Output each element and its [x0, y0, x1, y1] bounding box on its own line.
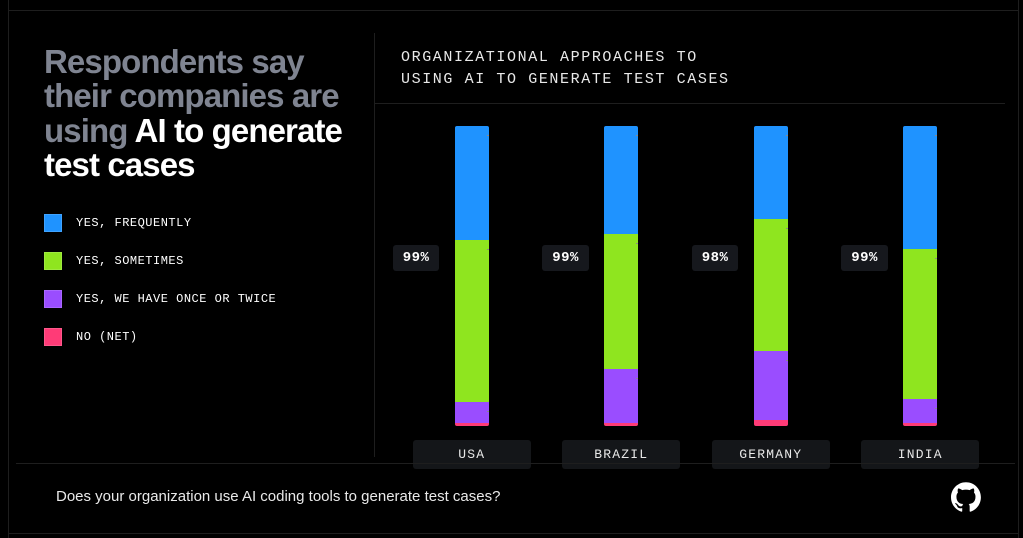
- frame: Respondents say their companies are usin…: [8, 10, 1019, 534]
- country-column: 99%41%50%8%1%INDIA: [850, 126, 990, 469]
- legend-item: YES, WE HAVE ONCE OR TWICE: [44, 290, 360, 308]
- legend-item: NO (NET): [44, 328, 360, 346]
- bar-segment: 36%: [604, 126, 638, 234]
- footer: Does your organization use AI coding too…: [16, 463, 1015, 529]
- headline: Respondents say their companies are usin…: [44, 45, 360, 182]
- legend-swatch: [44, 290, 62, 308]
- stacked-bar: 31%44%23%2%: [754, 126, 788, 426]
- legend-swatch: [44, 328, 62, 346]
- country-column: 99%38%54%7%1%USA: [402, 126, 542, 469]
- bar-wrap: 98%31%44%23%2%: [754, 126, 788, 426]
- legend-swatch: [44, 214, 62, 232]
- bar-segment: 45%: [604, 234, 638, 369]
- bar-segment: 44%: [754, 219, 788, 351]
- chart-title-line2: USING AI TO GENERATE TEST CASES: [401, 71, 730, 88]
- legend-item: YES, FREQUENTLY: [44, 214, 360, 232]
- stacked-bar: 41%50%8%1%: [903, 126, 937, 426]
- chart-title: ORGANIZATIONAL APPROACHES TO USING AI TO…: [375, 47, 1005, 104]
- country-column: 99%36%45%18%1%BRAZIL: [551, 126, 691, 469]
- left-panel: Respondents say their companies are usin…: [26, 33, 374, 457]
- footer-question: Does your organization use AI coding too…: [56, 488, 500, 505]
- legend-label: YES, SOMETIMES: [76, 254, 184, 268]
- country-column: 98%31%44%23%2%GERMANY: [701, 126, 841, 469]
- github-icon: [951, 482, 981, 512]
- total-badge: 98%: [692, 245, 739, 271]
- bar-wrap: 99%38%54%7%1%: [455, 126, 489, 426]
- legend-swatch: [44, 252, 62, 270]
- chart-area: 99%38%54%7%1%USA99%36%45%18%1%BRAZIL98%3…: [397, 104, 995, 477]
- bar-segment: 50%: [903, 249, 937, 399]
- bar-segment: 1%: [455, 423, 489, 426]
- total-badge: 99%: [393, 245, 440, 271]
- stacked-bar: 36%45%18%1%: [604, 126, 638, 426]
- bar-segment: 18%: [604, 369, 638, 423]
- chart-panel: ORGANIZATIONAL APPROACHES TO USING AI TO…: [374, 33, 1005, 457]
- legend-label: YES, FREQUENTLY: [76, 216, 192, 230]
- main-panel: Respondents say their companies are usin…: [26, 33, 1005, 457]
- bar-segment: 1%: [604, 423, 638, 426]
- bar-segment: 8%: [903, 399, 937, 423]
- bar-segment: 41%: [903, 126, 937, 249]
- legend-item: YES, SOMETIMES: [44, 252, 360, 270]
- legend: YES, FREQUENTLY YES, SOMETIMES YES, WE HAV…: [44, 214, 360, 346]
- bar-segment: 2%: [754, 420, 788, 426]
- total-badge: 99%: [542, 245, 589, 271]
- bar-segment: 38%: [455, 126, 489, 240]
- legend-label: NO (NET): [76, 330, 138, 344]
- bar-segment: 23%: [754, 351, 788, 420]
- bar-wrap: 99%41%50%8%1%: [903, 126, 937, 426]
- bar-segment: 1%: [903, 423, 937, 426]
- stacked-bar: 38%54%7%1%: [455, 126, 489, 426]
- bar-segment: 7%: [455, 402, 489, 423]
- total-badge: 99%: [841, 245, 888, 271]
- bar-wrap: 99%36%45%18%1%: [604, 126, 638, 426]
- chart-title-line1: ORGANIZATIONAL APPROACHES TO: [401, 49, 698, 66]
- bar-segment: 54%: [455, 240, 489, 402]
- bar-segment: 31%: [754, 126, 788, 219]
- legend-label: YES, WE HAVE ONCE OR TWICE: [76, 292, 276, 306]
